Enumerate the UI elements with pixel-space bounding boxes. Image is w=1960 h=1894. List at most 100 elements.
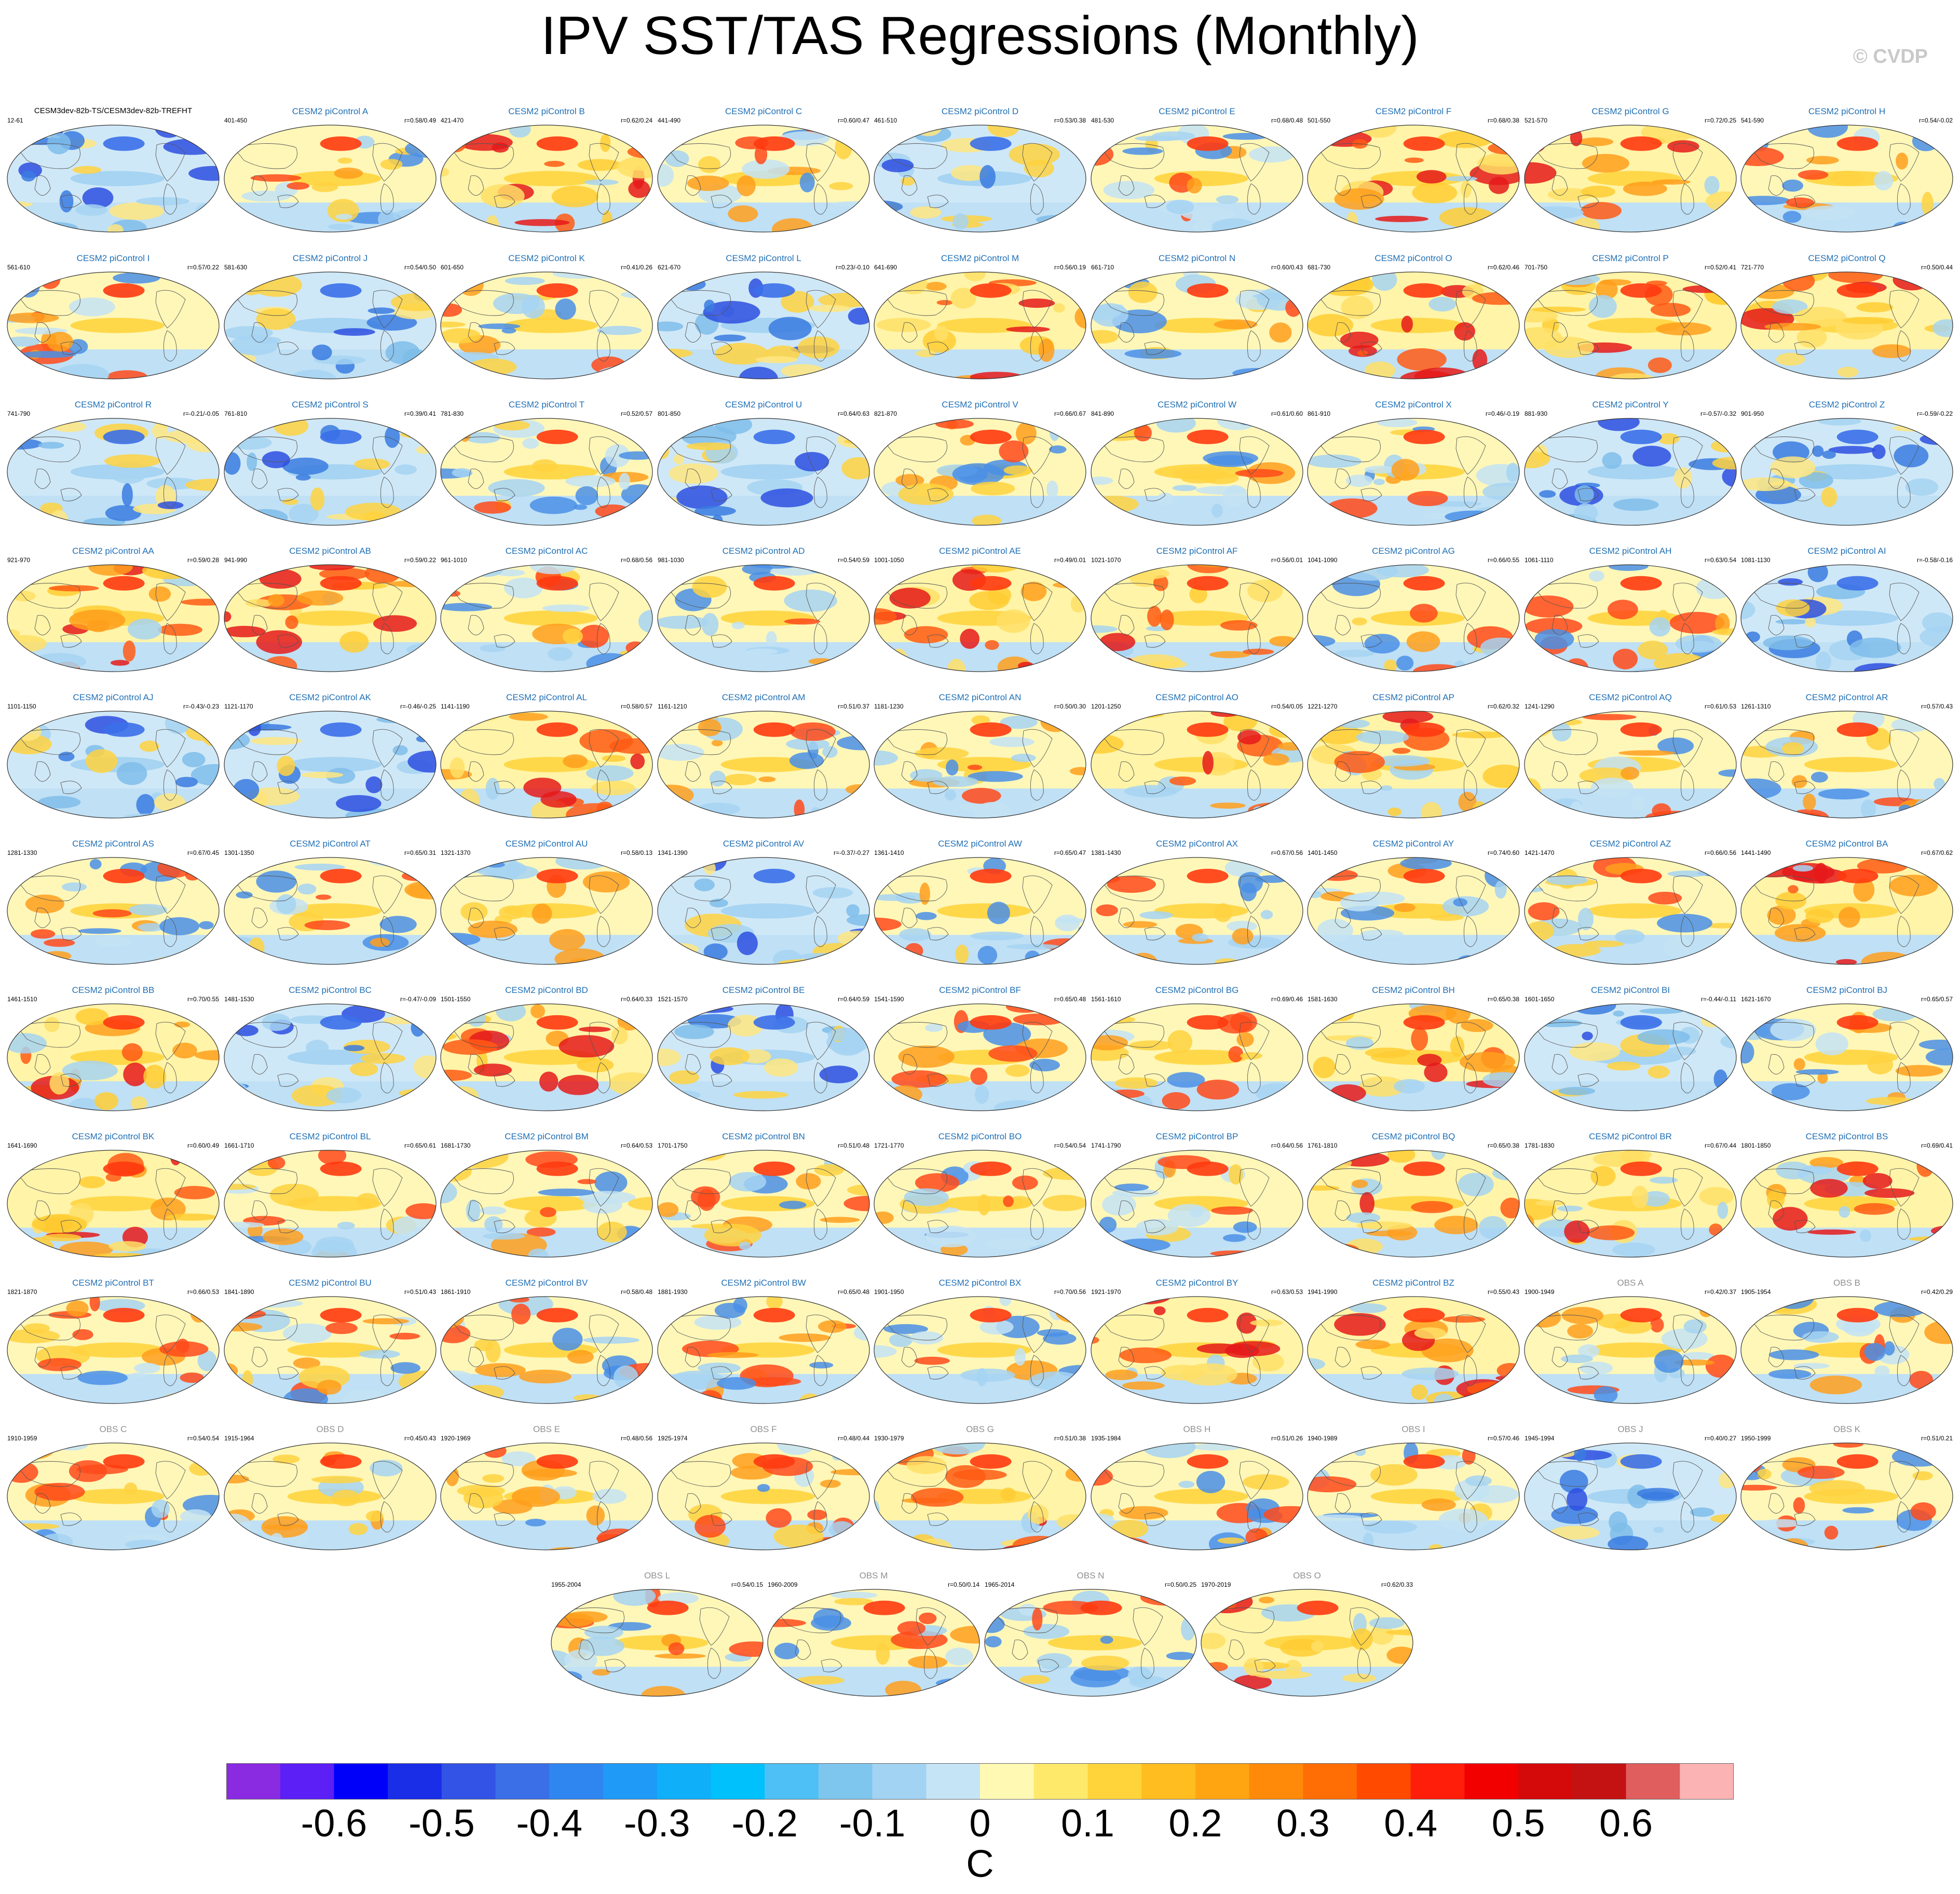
coastline [60, 927, 82, 941]
anomaly-patch [124, 1482, 138, 1495]
anomaly-patch [1704, 175, 1720, 195]
panel-period: 1381-1430 [1091, 849, 1121, 856]
north-pacific-anomaly [320, 1307, 362, 1323]
colorbar-swatch [226, 1763, 281, 1800]
map-panel: CESM2 piControl BK 1641-1690 r=0.60/0.49 [6, 1132, 220, 1258]
panel-title: OBS M [859, 1571, 888, 1580]
anomaly-patch [1317, 869, 1358, 881]
anomaly-patch [256, 870, 297, 893]
coastline [1022, 290, 1053, 329]
north-pacific-anomaly [753, 1454, 795, 1469]
coastline [1239, 729, 1270, 768]
colorbar-tick-label: 0.5 [1491, 1802, 1545, 1845]
panel-period: 1161-1210 [658, 703, 687, 710]
anomaly-patch [975, 1085, 989, 1104]
anomaly-patch [1648, 892, 1682, 905]
panel-period: 441-490 [658, 117, 681, 124]
anomaly-patch [1217, 1537, 1245, 1544]
anomaly-patch [829, 1521, 854, 1538]
anomaly-patch [1036, 215, 1076, 225]
anomaly-patch [1129, 1675, 1167, 1688]
panel-period: 1955-2004 [551, 1581, 581, 1588]
coastline [1672, 582, 1703, 621]
anomaly-patch [799, 953, 845, 960]
north-pacific-anomaly [1620, 722, 1662, 737]
map-border [767, 1589, 980, 1697]
anomaly-patch [597, 1221, 627, 1243]
anomaly-patch [7, 512, 23, 525]
panel-period: 1915-1964 [224, 1435, 254, 1442]
map-panel: CESM2 piControl AW 1361-1410 r=0.65/0.47 [873, 839, 1087, 965]
coastline [450, 729, 514, 755]
anomaly-patch [72, 166, 102, 174]
anomaly-patch [378, 210, 398, 229]
anomaly-patch [773, 1524, 824, 1548]
anomaly-patch [881, 158, 914, 172]
coastline [60, 1073, 82, 1087]
north-pacific-anomaly [1403, 1454, 1445, 1469]
anomaly-patch [1561, 1306, 1604, 1325]
regression-map [874, 857, 1086, 965]
map-border [874, 711, 1086, 819]
map-panel: CESM2 piControl AE 1001-1050 r=0.49/0.01 [873, 546, 1087, 673]
coastline [1889, 1021, 1920, 1060]
coastline [450, 1022, 514, 1048]
coastline [1889, 1461, 1920, 1500]
anomaly-patch [7, 312, 59, 323]
anomaly-patch [1099, 633, 1136, 651]
anomaly-patch [1269, 1395, 1285, 1402]
anomaly-patch [526, 1227, 556, 1237]
panel-period: 1261-1310 [1741, 703, 1771, 710]
anomaly-patch [474, 501, 511, 514]
anomaly-patch [93, 1252, 149, 1257]
anomaly-patch [1544, 336, 1594, 358]
southern-ocean-band [658, 642, 869, 672]
anomaly-patch [224, 452, 241, 475]
anomaly-patch [779, 1333, 831, 1342]
anomaly-patch [757, 1484, 770, 1492]
anomaly-patch [1922, 192, 1934, 216]
anomaly-patch [1454, 322, 1475, 341]
anomaly-patch [1162, 1092, 1190, 1110]
panel-title: CESM2 piControl BF [939, 985, 1021, 995]
anomaly-patch [354, 458, 390, 470]
regression-map [7, 1442, 220, 1550]
panel-correlation: r=0.57/0.46 [1487, 1435, 1519, 1442]
anomaly-patch [1674, 1359, 1714, 1366]
anomaly-patch [1699, 1187, 1734, 1206]
anomaly-patch [1351, 1628, 1373, 1651]
anomaly-patch [1428, 296, 1457, 312]
anomaly-patch [676, 485, 728, 509]
map-border [440, 418, 653, 526]
anomaly-patch [1721, 125, 1736, 133]
anomaly-patch [1123, 921, 1158, 928]
regression-map [874, 1296, 1086, 1404]
anomaly-patch [764, 1058, 798, 1077]
panel-correlation: r=0.65/0.48 [1054, 996, 1086, 1003]
anomaly-patch [208, 857, 219, 870]
anomaly-patch [1156, 493, 1175, 507]
anomaly-patch [1768, 1349, 1819, 1360]
regression-map [874, 1003, 1086, 1111]
anomaly-patch [1167, 1204, 1211, 1228]
panel-correlation: r=0.58/0.13 [620, 849, 652, 856]
map-border [657, 1442, 870, 1550]
map-border [1740, 418, 1953, 526]
anomaly-patch [843, 1089, 868, 1110]
anomaly-patch [1006, 326, 1050, 333]
coastline [901, 907, 918, 928]
anomaly-patch [1103, 1250, 1132, 1257]
anomaly-patch [370, 418, 417, 423]
panel-title: CESM2 piControl BM [505, 1132, 589, 1141]
anomaly-patch [1235, 469, 1284, 478]
coastline [666, 729, 731, 755]
anomaly-patch [834, 1598, 874, 1605]
anomaly-patch [760, 488, 813, 508]
coastline [233, 729, 297, 755]
north-pacific-anomaly [103, 722, 145, 737]
regression-map [1740, 1150, 1953, 1258]
coastline [494, 1220, 515, 1233]
anomaly-patch [310, 487, 325, 511]
map-panel: CESM2 piControl X 861-910 r=0.46/-0.19 [1306, 400, 1520, 526]
anomaly-patch [441, 565, 472, 580]
